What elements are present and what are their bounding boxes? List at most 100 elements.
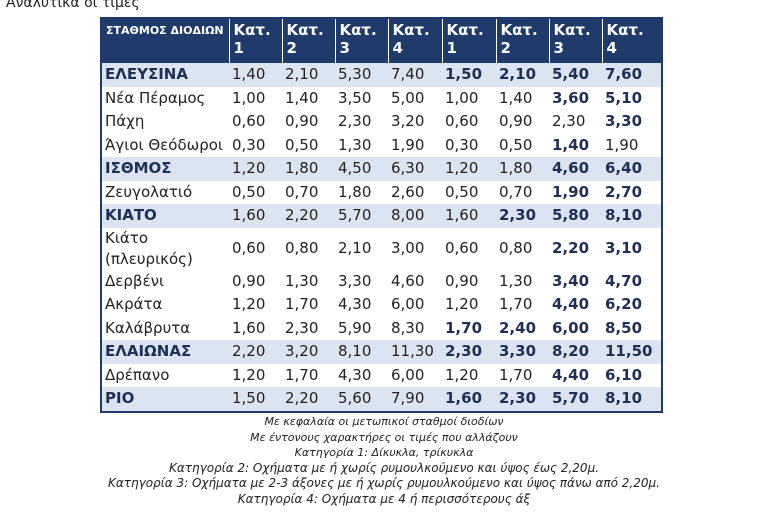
price-cell: 0,60: [232, 239, 266, 257]
station-cell: Ζευγολατιό: [105, 182, 193, 201]
price-cell: 5,10: [605, 88, 643, 107]
price-cell: 1,90: [605, 135, 639, 154]
header-cell: ΣΤΑΘΜΟΣ ΔΙΟΔΙΩΝ: [101, 18, 229, 63]
table-row: ΡΙΟ 1,50 2,20 5,60 7,90 1,60 2,30 5,70 8,10: [101, 387, 662, 412]
price-cell: 1,80: [338, 182, 372, 201]
price-cell: 4,30: [338, 295, 372, 314]
price-cell: 8,10: [602, 387, 662, 412]
price-cell: 5,90: [338, 318, 372, 337]
price-cell: 8,30: [391, 318, 425, 337]
price-cell: 3,60: [552, 88, 590, 107]
table-row: Δερβένι 0,90 1,30 3,30 4,60 0,90 1,30 3,40 4,70: [101, 270, 662, 294]
price-cell: 1,70: [445, 318, 483, 337]
price-cell: 1,00: [232, 88, 266, 107]
price-cell: 1,60: [229, 204, 282, 228]
header-cell: Κατ. 2: [495, 18, 549, 63]
station-cell: ΕΛΑΙΩΝΑΣ: [101, 340, 229, 364]
price-cell: 4,50: [335, 157, 388, 181]
header-cell: Κατ. 2: [281, 18, 335, 63]
note: Με κεφαλαία οι μετωπικοί σταθμοί διοδίων: [264, 415, 504, 428]
price-cell: 2,10: [496, 63, 549, 87]
table-row: Νέα Πέραμος 1,00 1,40 3,50 5,00 1,00 1,40 3,60 5…: [101, 87, 662, 111]
header-cell: Κατ. 1: [441, 18, 496, 63]
price-cell: 3,50: [338, 88, 372, 107]
price-cell: 0,50: [285, 135, 319, 154]
table-row: ΕΛΑΙΩΝΑΣ 2,20 3,20 8,10 11,30 2,30 3,30 8,20 11,…: [101, 340, 662, 364]
price-cell: 8,20: [549, 340, 602, 364]
station-cell: ΚΙΑΤΟ: [101, 204, 229, 228]
price-cell: 5,60: [335, 387, 388, 412]
price-cell: 1,40: [229, 63, 282, 87]
price-cell: 4,70: [605, 271, 643, 290]
header-cell: Κατ. 3: [548, 18, 602, 63]
note: Κατηγορία 2: Οχήματα με ή χωρίς ρυμουλκο…: [168, 460, 600, 475]
price-cell: 1,80: [282, 157, 335, 181]
heading: Αναλυτικά οι τιμές: [6, 0, 140, 11]
price-cell: 6,30: [388, 157, 442, 181]
table-row: Καλάβρυτα 1,60 2,30 5,90 8,30 1,70 2,40 6,00 8,5…: [101, 317, 662, 341]
header-cell: Κατ. 3: [334, 18, 388, 63]
price-cell: 1,60: [232, 318, 266, 337]
table-body: ΕΛΕΥΣΙΝΑ 1,40 2,10 5,30 7,40 1,50 2,10 5,40 7,60…: [101, 63, 662, 412]
price-cell: 2,30: [552, 112, 586, 131]
price-cell: 1,20: [229, 157, 282, 181]
price-cell: 3,30: [496, 340, 549, 364]
price-cell: 0,30: [445, 135, 479, 154]
price-cell: 2,20: [552, 239, 590, 257]
price-cell: 2,20: [282, 204, 335, 228]
note: Με έντονους χαρακτήρες οι τιμές που αλλά…: [250, 430, 518, 444]
price-cell: 5,70: [335, 204, 388, 228]
price-cell: 5,70: [549, 387, 602, 412]
table-row: ΚΙΑΤΟ 1,60 2,20 5,70 8,00 1,60 2,30 5,80 8,10: [101, 204, 662, 228]
table-row: ΕΛΕΥΣΙΝΑ 1,40 2,10 5,30 7,40 1,50 2,10 5,40 7,60: [101, 63, 662, 87]
note: Κατηγορία 1: Δίκυκλα, τρίκυκλα: [294, 446, 474, 459]
table-row: Άγιοι Θεόδωροι 0,30 0,50 1,30 1,90 0,30 0,50 1,…: [101, 134, 662, 158]
price-cell: 6,00: [391, 365, 425, 384]
price-cell: 6,00: [552, 318, 590, 337]
price-cell: 1,70: [499, 365, 533, 384]
price-cell: 2,20: [282, 387, 335, 412]
station-cell: ΕΛΕΥΣΙΝΑ: [101, 63, 229, 87]
price-cell: 3,10: [605, 239, 643, 257]
station-cell: Δρέπανο: [105, 365, 170, 384]
price-cell: 2,60: [391, 182, 425, 201]
station-cell: Ακράτα: [105, 295, 163, 314]
price-cell: 6,40: [602, 157, 662, 181]
price-cell: 1,70: [499, 295, 533, 314]
header-cell: Κατ. 4: [601, 18, 662, 63]
price-cell: 1,60: [442, 387, 496, 412]
header-cell: Κατ. 1: [228, 18, 282, 63]
table-row: Πάχη 0,60 0,90 2,30 3,20 0,60 0,90 2,30 3,30: [101, 110, 662, 134]
price-cell: 0,80: [285, 239, 319, 257]
price-cell: 8,00: [388, 204, 442, 228]
price-cell: 1,50: [442, 63, 496, 87]
note: Κατηγορία 3: Οχήματα με 2-3 άξονες με ή …: [108, 476, 660, 490]
header-cell: Κατ. 4: [387, 18, 442, 63]
price-cell: 1,70: [285, 295, 319, 314]
station-cell: ΡΙΟ: [101, 387, 229, 412]
price-cell: 0,60: [445, 112, 479, 131]
price-cell: 0,60: [232, 112, 266, 131]
price-cell: 4,40: [552, 295, 590, 314]
price-cell: 1,20: [442, 157, 496, 181]
price-cell: 2,20: [229, 340, 282, 364]
price-cell: 2,10: [282, 63, 335, 87]
price-cell: 1,60: [442, 204, 496, 228]
price-cell: 1,20: [445, 295, 479, 314]
price-cell: 1,90: [552, 182, 590, 201]
price-cell: 2,30: [285, 318, 319, 337]
price-cell: 0,60: [445, 239, 479, 257]
price-cell: 1,80: [496, 157, 549, 181]
price-cell: 8,50: [605, 318, 643, 337]
price-cell: 1,20: [232, 295, 266, 314]
price-cell: 4,60: [391, 271, 425, 290]
price-cell: 5,40: [549, 63, 602, 87]
price-cell: 8,10: [335, 340, 388, 364]
price-cell: 1,30: [285, 271, 319, 290]
price-cell: 1,40: [552, 135, 590, 154]
price-cell: 6,20: [605, 295, 643, 314]
station-cell: Πάχη: [105, 112, 145, 131]
